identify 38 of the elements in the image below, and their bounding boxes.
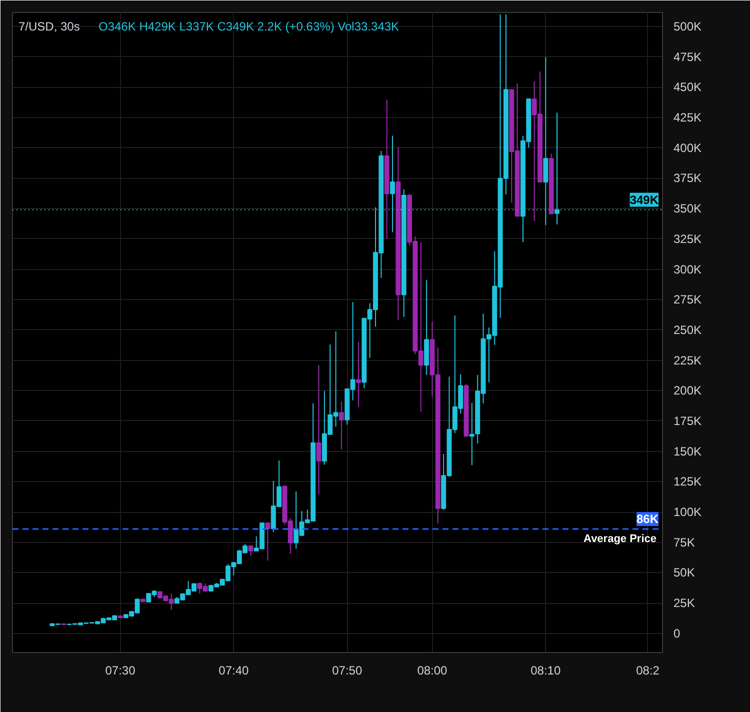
- y-tick-label: 500K: [674, 19, 702, 34]
- y-tick-label: 350K: [674, 202, 702, 216]
- candlestick: [338, 401, 344, 450]
- y-tick-label: 300K: [674, 262, 702, 276]
- y-tick-label: 250K: [674, 322, 702, 337]
- y-tick-label: 25K: [674, 596, 695, 610]
- y-tick-label: 100K: [674, 505, 702, 520]
- y-tick-label: 450K: [674, 80, 702, 94]
- y-tick-label: 400K: [674, 140, 702, 155]
- y-tick-label: 375K: [674, 171, 702, 186]
- ref-line-label: 349K: [630, 192, 659, 207]
- text: 7/USD, 30s: [18, 20, 80, 34]
- x-tick-label: 07:50: [332, 664, 362, 678]
- x-tick-label: 07:40: [218, 664, 250, 678]
- annotation: 86K: [636, 512, 659, 526]
- y-tick-label: 225K: [674, 353, 702, 368]
- y-tick-label: 125K: [674, 474, 702, 489]
- y-tick-label: 325K: [674, 232, 702, 246]
- candlestick: [356, 342, 361, 408]
- x-tick-label: 08:00: [417, 664, 448, 678]
- y-tick-label: 75K: [674, 535, 695, 550]
- text: O346K H429K L337K C349K 2.2K (+0.63%) Vol33.343K: [98, 20, 400, 34]
- y-tick-label: 425K: [674, 110, 702, 125]
- y-tick-label: 200K: [674, 384, 702, 398]
- candlestick: [248, 545, 254, 557]
- y-tick-label: 0: [674, 626, 680, 640]
- legend-label: Average Price: [584, 533, 657, 546]
- y-tick-label: 475K: [674, 50, 702, 64]
- y-tick-label: 275K: [674, 292, 702, 307]
- y-tick-label: 175K: [674, 414, 702, 428]
- y-tick-label: 50K: [674, 566, 695, 580]
- candlestick: [265, 522, 270, 562]
- x-tick-label: 08:10: [530, 664, 561, 678]
- candlestick: [469, 402, 474, 466]
- candlestick: [316, 364, 322, 495]
- x-tick-label: 07:30: [105, 664, 136, 678]
- x-tick-label: 08:2: [636, 664, 660, 678]
- y-tick-label: 150K: [674, 444, 702, 458]
